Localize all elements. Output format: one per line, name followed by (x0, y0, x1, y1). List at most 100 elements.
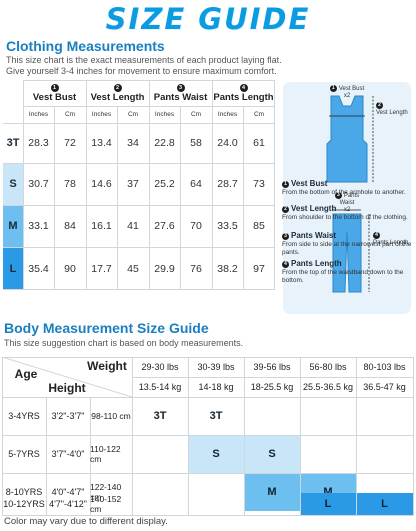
weight-kg: 14-18 kg (198, 382, 234, 392)
legend-item-vest-bust: 1 Vest Bust From the bottom of the armhol… (282, 179, 406, 196)
table-cell: 22.8 (154, 137, 175, 149)
age-cell: 8-10YRS (5, 487, 43, 497)
height-ft-cell: 3'2"-3'7" (51, 411, 85, 421)
table-cell: 33.1 (28, 220, 49, 232)
height-ft-cell: 4'0"-4'7" (51, 487, 85, 497)
weight-lbs: 29-30 lbs (141, 362, 179, 372)
size-suggestion-s: S (188, 435, 244, 473)
table-cell: 33.5 (217, 220, 238, 232)
size-suggestion-l: L (324, 498, 332, 510)
table-cell: 29.9 (154, 262, 175, 275)
size-suggestion-s: S (244, 435, 300, 473)
table-cell: 61 (253, 137, 265, 149)
age-header: Age (14, 367, 38, 381)
clothing-table: 1 Vest Bust 2 Vest Length 3 Pants Waist … (3, 80, 275, 290)
col-header-pants-length: 4 Pants Length (213, 83, 274, 103)
table-cell: 72 (64, 137, 76, 149)
unit-label: Inches (91, 111, 112, 118)
unit-label: Inches (217, 111, 238, 118)
size-suggestion-m: M (244, 473, 300, 511)
weight-kg: 25.5-36.5 kg (302, 382, 354, 392)
age-cell: 5-7YRS (8, 449, 40, 459)
table-cell: 16.1 (91, 220, 112, 232)
col-header-vest-length: 2 Vest Length (90, 83, 145, 103)
weight-lbs: 30-39 lbs (197, 362, 235, 372)
unit-label: Inches (28, 111, 49, 118)
height-cm-cell: 122-140 cm (90, 482, 122, 502)
body-table-last-row: 10-12YRS 4'7"-4'12" 140-152 cm L L (2, 493, 414, 516)
size-label-3t: 3T (6, 137, 20, 149)
weight-kg: 36.5-47 kg (363, 382, 406, 392)
table-cell: 24.0 (217, 137, 238, 149)
height-cm-cell: 98-110 cm (91, 411, 131, 421)
size-suggestion-3t: 3T (188, 397, 244, 435)
height-ft-cell: 3'7"-4'0" (51, 449, 85, 459)
height-cm-cell: 140-152 cm (90, 494, 122, 514)
table-cell: 34 (127, 137, 139, 149)
age-cell: 10-12YRS (3, 499, 45, 509)
table-cell: 13.4 (91, 137, 112, 149)
table-cell: 70 (190, 220, 202, 232)
clothing-subtitle-2: Give yourself 3-4 inches for movement to… (6, 66, 277, 76)
table-cell: 45 (127, 262, 139, 275)
page-title: SIZE GUIDE (105, 2, 311, 36)
table-cell: 90 (64, 262, 76, 275)
col-header-pants-waist: 3 Pants Waist (153, 83, 208, 103)
table-cell: 84 (64, 220, 76, 232)
table-cell: 28.3 (28, 137, 49, 149)
weight-kg: 18-25.5 kg (250, 382, 294, 392)
table-cell: 76 (190, 262, 202, 275)
size-label-l: L (9, 262, 17, 275)
table-cell: 73 (253, 178, 265, 190)
measurement-diagram: 1 Vest Bust x2 2 Vest Length 3 Pants Waist … (283, 82, 411, 314)
table-cell: 28.7 (217, 178, 238, 190)
table-cell: 30.7 (28, 178, 49, 190)
body-subtitle: This size suggestion chart is based on b… (4, 338, 244, 348)
unit-label: Cm (253, 111, 265, 118)
table-cell: 17.7 (91, 262, 112, 275)
table-cell: 38.2 (217, 262, 238, 275)
table-cell: 97 (253, 262, 265, 275)
height-cm-cell: 110-122 cm (90, 444, 121, 464)
table-cell: 25.2 (154, 178, 175, 190)
size-suggestion-3t: 3T (132, 397, 188, 435)
body-title: Body Measurement Size Guide (4, 320, 209, 336)
pants-length-label: 4 Pants Length (373, 232, 409, 247)
height-ft-cell: 4'7"-4'12" (49, 499, 87, 509)
body-table: 3T 3T S S M M Age Weight Height 29-30 lb… (2, 357, 414, 511)
table-cell: 78 (64, 178, 76, 190)
unit-label: Cm (190, 111, 202, 118)
size-label-s: S (9, 178, 17, 190)
col-header-vest-bust: 1 Vest Bust (32, 83, 77, 103)
unit-label: Inches (154, 111, 175, 118)
vest-bust-label: 1 Vest Bust x2 (329, 85, 365, 100)
table-cell: 14.6 (91, 178, 112, 190)
weight-lbs: 56-80 lbs (309, 362, 347, 372)
size-suggestion-l: L (381, 498, 388, 510)
unit-label: Cm (127, 111, 139, 118)
weight-header: Weight (87, 359, 127, 373)
legend-item-pants-waist: 3 Pants Waist From side to side at the na… (282, 231, 412, 256)
table-cell: 37 (127, 178, 139, 190)
weight-lbs: 80-103 lbs (363, 362, 406, 372)
table-cell: 35.4 (28, 262, 49, 275)
age-cell: 3-4YRS (8, 411, 40, 421)
legend-item-vest-length: 2 Vest Length From shoulder to the bottom… (282, 204, 408, 221)
size-label-m: M (8, 220, 18, 232)
weight-kg: 13.5-14 kg (138, 382, 182, 392)
table-cell: 64 (190, 178, 202, 190)
table-cell: 27.6 (154, 220, 175, 232)
table-cell: 58 (190, 137, 202, 149)
unit-label: Cm (64, 111, 76, 118)
clothing-subtitle-1: This size chart is the exact measurement… (6, 55, 282, 65)
vest-length-label: 2 Vest Length (376, 102, 408, 117)
table-cell: 85 (253, 220, 265, 232)
pants-waist-label: 3 Pants Waist x2 (327, 192, 367, 214)
height-header: Height (48, 381, 86, 395)
clothing-title: Clothing Measurements (6, 38, 165, 54)
weight-lbs: 39-56 lbs (253, 362, 291, 372)
table-cell: 41 (127, 220, 139, 232)
garment-illustration (326, 95, 374, 293)
footnote: Color may vary due to different display. (4, 516, 168, 527)
legend-item-pants-length: 4 Pants Length From the top of the waistb… (282, 259, 404, 284)
